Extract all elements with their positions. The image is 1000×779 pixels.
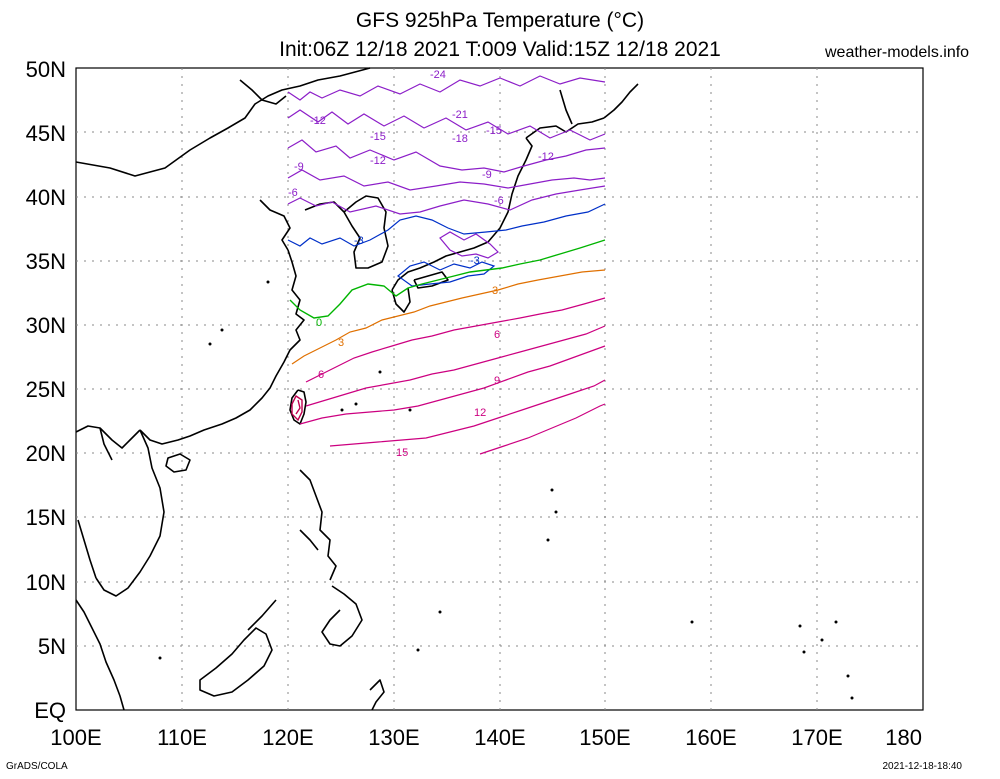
contour-label-zero: 0 bbox=[316, 317, 322, 329]
y-label-40n: 40N bbox=[26, 185, 66, 210]
contour-labels: 0 3 3 6 6 9 12 15 -3 -3 -6 -6 -9 -9 -12 … bbox=[288, 69, 554, 459]
contour-label-m3b: -3 bbox=[470, 255, 480, 267]
coastlines bbox=[75, 67, 639, 711]
contours-cold3 bbox=[287, 203, 606, 287]
contour-label-m18: -18 bbox=[452, 133, 468, 145]
contour-label-15: 15 bbox=[396, 447, 408, 459]
y-label-eq: EQ bbox=[34, 698, 66, 723]
contour-label-9: 9 bbox=[494, 375, 500, 387]
contour-label-m9b: -9 bbox=[482, 169, 492, 181]
x-label-160e: 160E bbox=[685, 725, 736, 750]
contour-label-m21: -21 bbox=[452, 109, 468, 121]
chart-title: GFS 925hPa Temperature (°C) bbox=[355, 9, 645, 32]
contour-label-m15b: -15 bbox=[486, 125, 502, 137]
x-label-120e: 120E bbox=[262, 725, 313, 750]
y-axis-labels: 50N 45N 40N 35N 30N 25N 20N 15N 10N 5N E… bbox=[26, 57, 66, 723]
contour-label-m3: -3 bbox=[354, 235, 364, 247]
gridlines bbox=[76, 68, 923, 710]
contour-label-m24: -24 bbox=[430, 69, 446, 81]
contour-label-m12: -12 bbox=[310, 115, 326, 127]
y-label-45n: 45N bbox=[26, 121, 66, 146]
footer-timestamp: 2021-12-18-18:40 bbox=[882, 761, 962, 772]
contour-label-6: 6 bbox=[318, 369, 324, 381]
chart-subtitle: Init:06Z 12/18 2021 T:009 Valid:15Z 12/1… bbox=[279, 38, 721, 61]
x-label-140e: 140E bbox=[474, 725, 525, 750]
contour-label-3: 3 bbox=[338, 337, 344, 349]
x-label-150e: 150E bbox=[579, 725, 630, 750]
y-label-5n: 5N bbox=[38, 634, 66, 659]
contour-label-m9: -9 bbox=[294, 161, 304, 173]
contours-cold bbox=[287, 75, 606, 259]
contour-label-m6: -6 bbox=[288, 187, 298, 199]
x-label-180: 180 bbox=[885, 725, 922, 750]
contour-label-m12b: -12 bbox=[370, 155, 386, 167]
small-islands bbox=[158, 280, 854, 700]
x-label-170e: 170E bbox=[791, 725, 842, 750]
contour-label-m15: -15 bbox=[370, 131, 386, 143]
y-label-35n: 35N bbox=[26, 249, 66, 274]
contour-taiwan bbox=[291, 394, 303, 422]
site-credit: weather-models.info bbox=[825, 44, 970, 61]
contour-label-6b: 6 bbox=[494, 329, 500, 341]
contours-warm bbox=[299, 297, 606, 455]
contour-label-m6b: -6 bbox=[494, 195, 504, 207]
y-label-50n: 50N bbox=[26, 57, 66, 82]
contour-warm3 bbox=[291, 269, 606, 365]
footer-credit: GrADS/COLA bbox=[6, 761, 68, 772]
x-label-110e: 110E bbox=[157, 725, 207, 750]
x-label-100e: 100E bbox=[50, 725, 101, 750]
contour-label-12: 12 bbox=[474, 407, 486, 419]
y-label-30n: 30N bbox=[26, 313, 66, 338]
contour-label-m12c: -12 bbox=[538, 151, 554, 163]
y-label-20n: 20N bbox=[26, 441, 66, 466]
x-label-130e: 130E bbox=[368, 725, 419, 750]
contour-zero bbox=[289, 239, 606, 319]
contour-label-3b: 3 bbox=[492, 285, 498, 297]
y-label-15n: 15N bbox=[26, 505, 66, 530]
y-label-25n: 25N bbox=[26, 377, 66, 402]
y-label-10n: 10N bbox=[26, 570, 66, 595]
x-axis-labels: 100E 110E 120E 130E 140E 150E 160E 170E … bbox=[50, 725, 922, 750]
